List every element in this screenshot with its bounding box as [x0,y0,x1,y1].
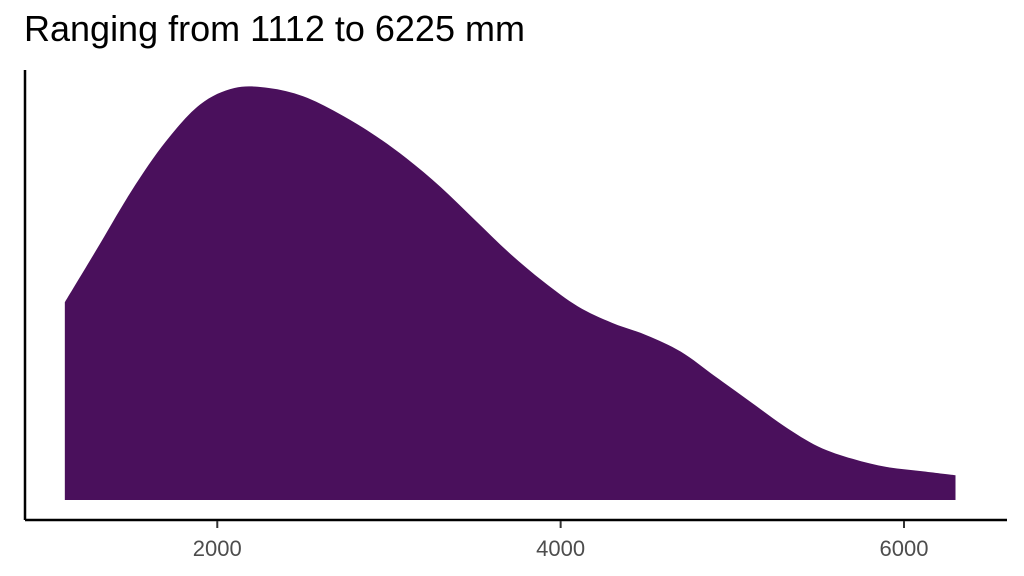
plot-area [64,86,956,501]
x-axis-ticks: 2000 4000 6000 [193,521,929,561]
x-tick-label: 2000 [193,536,242,561]
x-tick-label: 4000 [536,536,585,561]
chart-title: Ranging from 1112 to 6225 mm [24,8,525,49]
density-area-series-0 [64,86,956,501]
x-tick-label: 6000 [880,536,929,561]
